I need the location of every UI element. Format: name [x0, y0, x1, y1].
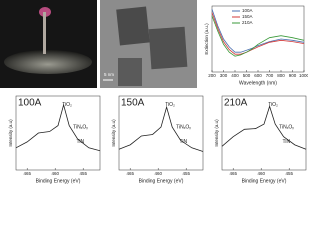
annotation: TiNₓOᵧ — [279, 124, 294, 130]
x-tick-label: 465 — [229, 171, 237, 176]
x-tick-label: 455 — [79, 171, 87, 176]
x-tick-label: 460 — [257, 171, 265, 176]
plot-frame — [15, 95, 101, 171]
annotation: TiO₂ — [62, 102, 72, 108]
x-tick-label: 455 — [285, 171, 293, 176]
y-axis-label: Intensity (a.u) — [214, 119, 219, 147]
panel-label: 210A — [224, 98, 248, 109]
x-tick-label: 800 — [277, 73, 285, 78]
tem-particle — [116, 6, 150, 46]
annotation: TiO₂ — [165, 102, 175, 108]
x-tick-label: 460 — [154, 171, 162, 176]
panel-label: 150A — [121, 98, 145, 109]
x-tick-label: 500 — [243, 73, 251, 78]
x-tick-label: 300 — [220, 73, 228, 78]
series-line — [211, 9, 305, 53]
annotation: TiN — [179, 139, 187, 145]
annotation: TiN — [282, 139, 290, 145]
series-line — [221, 105, 307, 150]
x-tick-label: 465 — [23, 171, 31, 176]
x-tick-label: 700 — [266, 73, 274, 78]
y-axis-label: Intensity (a.u) — [8, 119, 13, 147]
y-axis-label: Extinction (a.u.) — [204, 23, 209, 55]
plot-frame — [221, 95, 307, 171]
annotation: TiNₓOᵧ — [176, 124, 191, 130]
x-tick-label: 200 — [208, 73, 216, 78]
annotation: TiO₂ — [268, 102, 278, 108]
tem-particle — [118, 58, 142, 86]
x-axis-label: Binding Energy (eV) — [139, 178, 184, 184]
x-tick-label: 600 — [254, 73, 262, 78]
series-line — [15, 103, 101, 152]
x-tick-label: 400 — [231, 73, 239, 78]
annotation: TiN — [76, 139, 84, 145]
tem-particle — [148, 26, 188, 70]
photo-rod — [43, 12, 46, 54]
legend-label: 100A — [242, 8, 253, 13]
x-tick-label: 1000 — [299, 73, 308, 78]
x-axis-label: Binding Energy (eV) — [36, 178, 81, 184]
x-tick-label: 460 — [51, 171, 59, 176]
photo-disk — [4, 50, 92, 74]
panel-label: 100A — [18, 98, 42, 109]
legend-label: 210A — [242, 20, 253, 25]
plot-frame — [211, 5, 305, 73]
scale-label: 5 nm — [104, 72, 114, 77]
figure: 5 nm 200 300 400 500 600 700 800 900 1000 Wavelen… — [0, 0, 308, 184]
y-axis-label: Intensity (a.u) — [111, 119, 116, 147]
annotation: TiNₓOᵧ — [73, 124, 88, 130]
legend-label: 150A — [242, 14, 253, 19]
x-axis-label: Binding Energy (eV) — [242, 178, 287, 184]
plot-frame — [118, 95, 204, 171]
x-tick-label: 455 — [182, 171, 190, 176]
series-line — [211, 15, 305, 57]
x-tick-label: 465 — [126, 171, 134, 176]
series-line — [118, 105, 204, 152]
x-tick-label: 900 — [289, 73, 297, 78]
x-axis-label: Wavelength (nm) — [239, 80, 277, 86]
